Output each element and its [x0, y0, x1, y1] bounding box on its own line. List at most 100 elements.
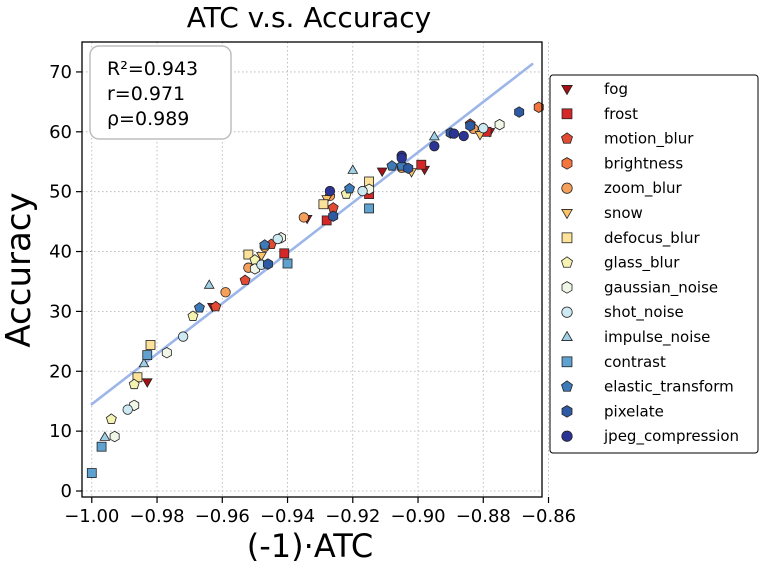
contrast-point	[364, 203, 374, 214]
y-tick-label: 30	[49, 301, 72, 322]
defocus_blur-point	[318, 199, 329, 210]
frost-point	[416, 159, 427, 170]
motion_blur-point	[239, 274, 251, 285]
jpeg_compression-legend-marker	[561, 430, 573, 442]
legend-label: glass_blur	[604, 254, 680, 273]
legend-label: frost	[604, 105, 638, 123]
impulse_noise-point	[203, 279, 215, 289]
jpeg_compression-point	[324, 185, 336, 197]
legend-label: elastic_transform	[604, 378, 734, 397]
fit-line-group	[90, 62, 534, 406]
plot-frame	[81, 41, 543, 498]
impulse_noise-point	[99, 431, 111, 441]
impulse_noise-point	[428, 130, 440, 141]
legend-label: fog	[604, 80, 628, 98]
impulse_noise-legend-marker	[561, 330, 573, 341]
defocus_blur-point	[243, 249, 254, 260]
x-tick-label: −0.98	[129, 506, 184, 527]
fit-line	[90, 62, 534, 406]
legend-label: pixelate	[604, 402, 664, 420]
fog-legend-marker	[561, 85, 573, 96]
frost-point	[279, 248, 290, 259]
pixelate-point	[514, 106, 525, 118]
legend-label: snow	[604, 204, 643, 222]
jpeg_compression-point	[448, 128, 460, 139]
brightness-legend-marker	[561, 157, 573, 170]
pixelate-legend-marker	[561, 405, 573, 418]
x-tick-label: −0.96	[195, 506, 250, 527]
gaussian_noise-point	[109, 430, 120, 443]
shot_noise-point	[177, 331, 189, 342]
chart-title: ATC v.s. Accuracy	[187, 1, 431, 34]
y-tick-label: 10	[49, 421, 72, 442]
elastic_transform-legend-marker	[561, 380, 573, 392]
glass_blur-point	[128, 378, 140, 390]
y-tick-label: 60	[49, 122, 72, 143]
y-tick-label: 40	[49, 242, 72, 263]
elastic_transform-point	[386, 160, 398, 171]
x-tick-label: −0.88	[456, 506, 511, 527]
legend-label: motion_blur	[604, 130, 694, 149]
y-tick-label: 0	[61, 481, 72, 502]
legend-label: impulse_noise	[604, 328, 710, 347]
frost-legend-marker	[561, 108, 573, 120]
contrast-point	[96, 441, 107, 452]
fog-point	[141, 378, 153, 388]
brightness-point	[533, 101, 544, 113]
data-points	[86, 101, 544, 478]
x-axis-title: (-1)·ATC	[247, 527, 373, 565]
x-axis-ticks: −1.00 −0.98 −0.96 −0.94 −0.92 −0.90 −0.88 −0.86	[64, 497, 576, 527]
gaussian_noise-point	[161, 347, 172, 359]
pixelate-point	[465, 120, 476, 132]
y-tick-label: 20	[49, 361, 72, 382]
shot_noise-legend-marker	[561, 306, 573, 318]
impulse_noise-point	[138, 357, 150, 368]
x-tick-label: −1.00	[64, 506, 119, 527]
shot_noise-point	[122, 404, 133, 415]
elastic_transform-point	[344, 182, 355, 194]
defocus_blur-legend-marker	[561, 232, 573, 244]
legend-label: zoom_blur	[604, 179, 683, 198]
elastic_transform-point	[259, 239, 271, 250]
x-tick-label: −0.92	[325, 506, 380, 527]
jpeg_compression-point	[458, 130, 469, 142]
motion_blur-legend-marker	[561, 132, 573, 144]
contrast-point	[282, 258, 293, 269]
shot_noise-point	[478, 123, 489, 134]
glass_blur-point	[105, 413, 117, 424]
shot_noise-point	[357, 185, 368, 197]
pixelate-point	[263, 258, 273, 270]
y-axis-title: Accuracy	[0, 192, 39, 347]
stats-box: R²=0.943 r=0.971 ρ=0.989	[89, 45, 232, 140]
contrast-point	[142, 350, 153, 361]
snow-point	[255, 252, 267, 262]
x-tick-label: −0.94	[260, 506, 315, 527]
impulse_noise-point	[347, 164, 359, 174]
stat-pearson-r: r=0.971	[107, 83, 185, 105]
glass_blur-point	[187, 310, 199, 321]
gaussian_noise-point	[494, 118, 505, 131]
fog-point	[376, 167, 388, 178]
y-tick-label: 70	[49, 62, 72, 83]
glass_blur-legend-marker	[561, 256, 573, 268]
jpeg_compression-point	[429, 141, 440, 152]
y-tick-label: 50	[49, 182, 72, 203]
zoom_blur-legend-marker	[561, 182, 573, 194]
x-tick-label: −0.86	[521, 506, 576, 527]
legend-label: shot_noise	[604, 303, 684, 322]
shot_noise-point	[272, 233, 283, 245]
pixelate-point	[403, 162, 414, 175]
defocus_blur-point	[145, 340, 156, 350]
legend-label: jpeg_compression	[603, 427, 739, 446]
pixelate-point	[328, 210, 339, 222]
zoom_blur-point	[220, 287, 231, 298]
y-axis-ticks: 0 10 20 30 40 50 60 70	[49, 62, 82, 502]
zoom_blur-point	[298, 212, 309, 223]
contrast-point	[86, 468, 97, 478]
stats-box-frame	[89, 45, 232, 140]
snow-legend-marker	[561, 209, 573, 220]
legend-label: brightness	[604, 154, 683, 172]
x-tick-label: −0.90	[390, 506, 445, 527]
legend-frame	[549, 74, 759, 454]
